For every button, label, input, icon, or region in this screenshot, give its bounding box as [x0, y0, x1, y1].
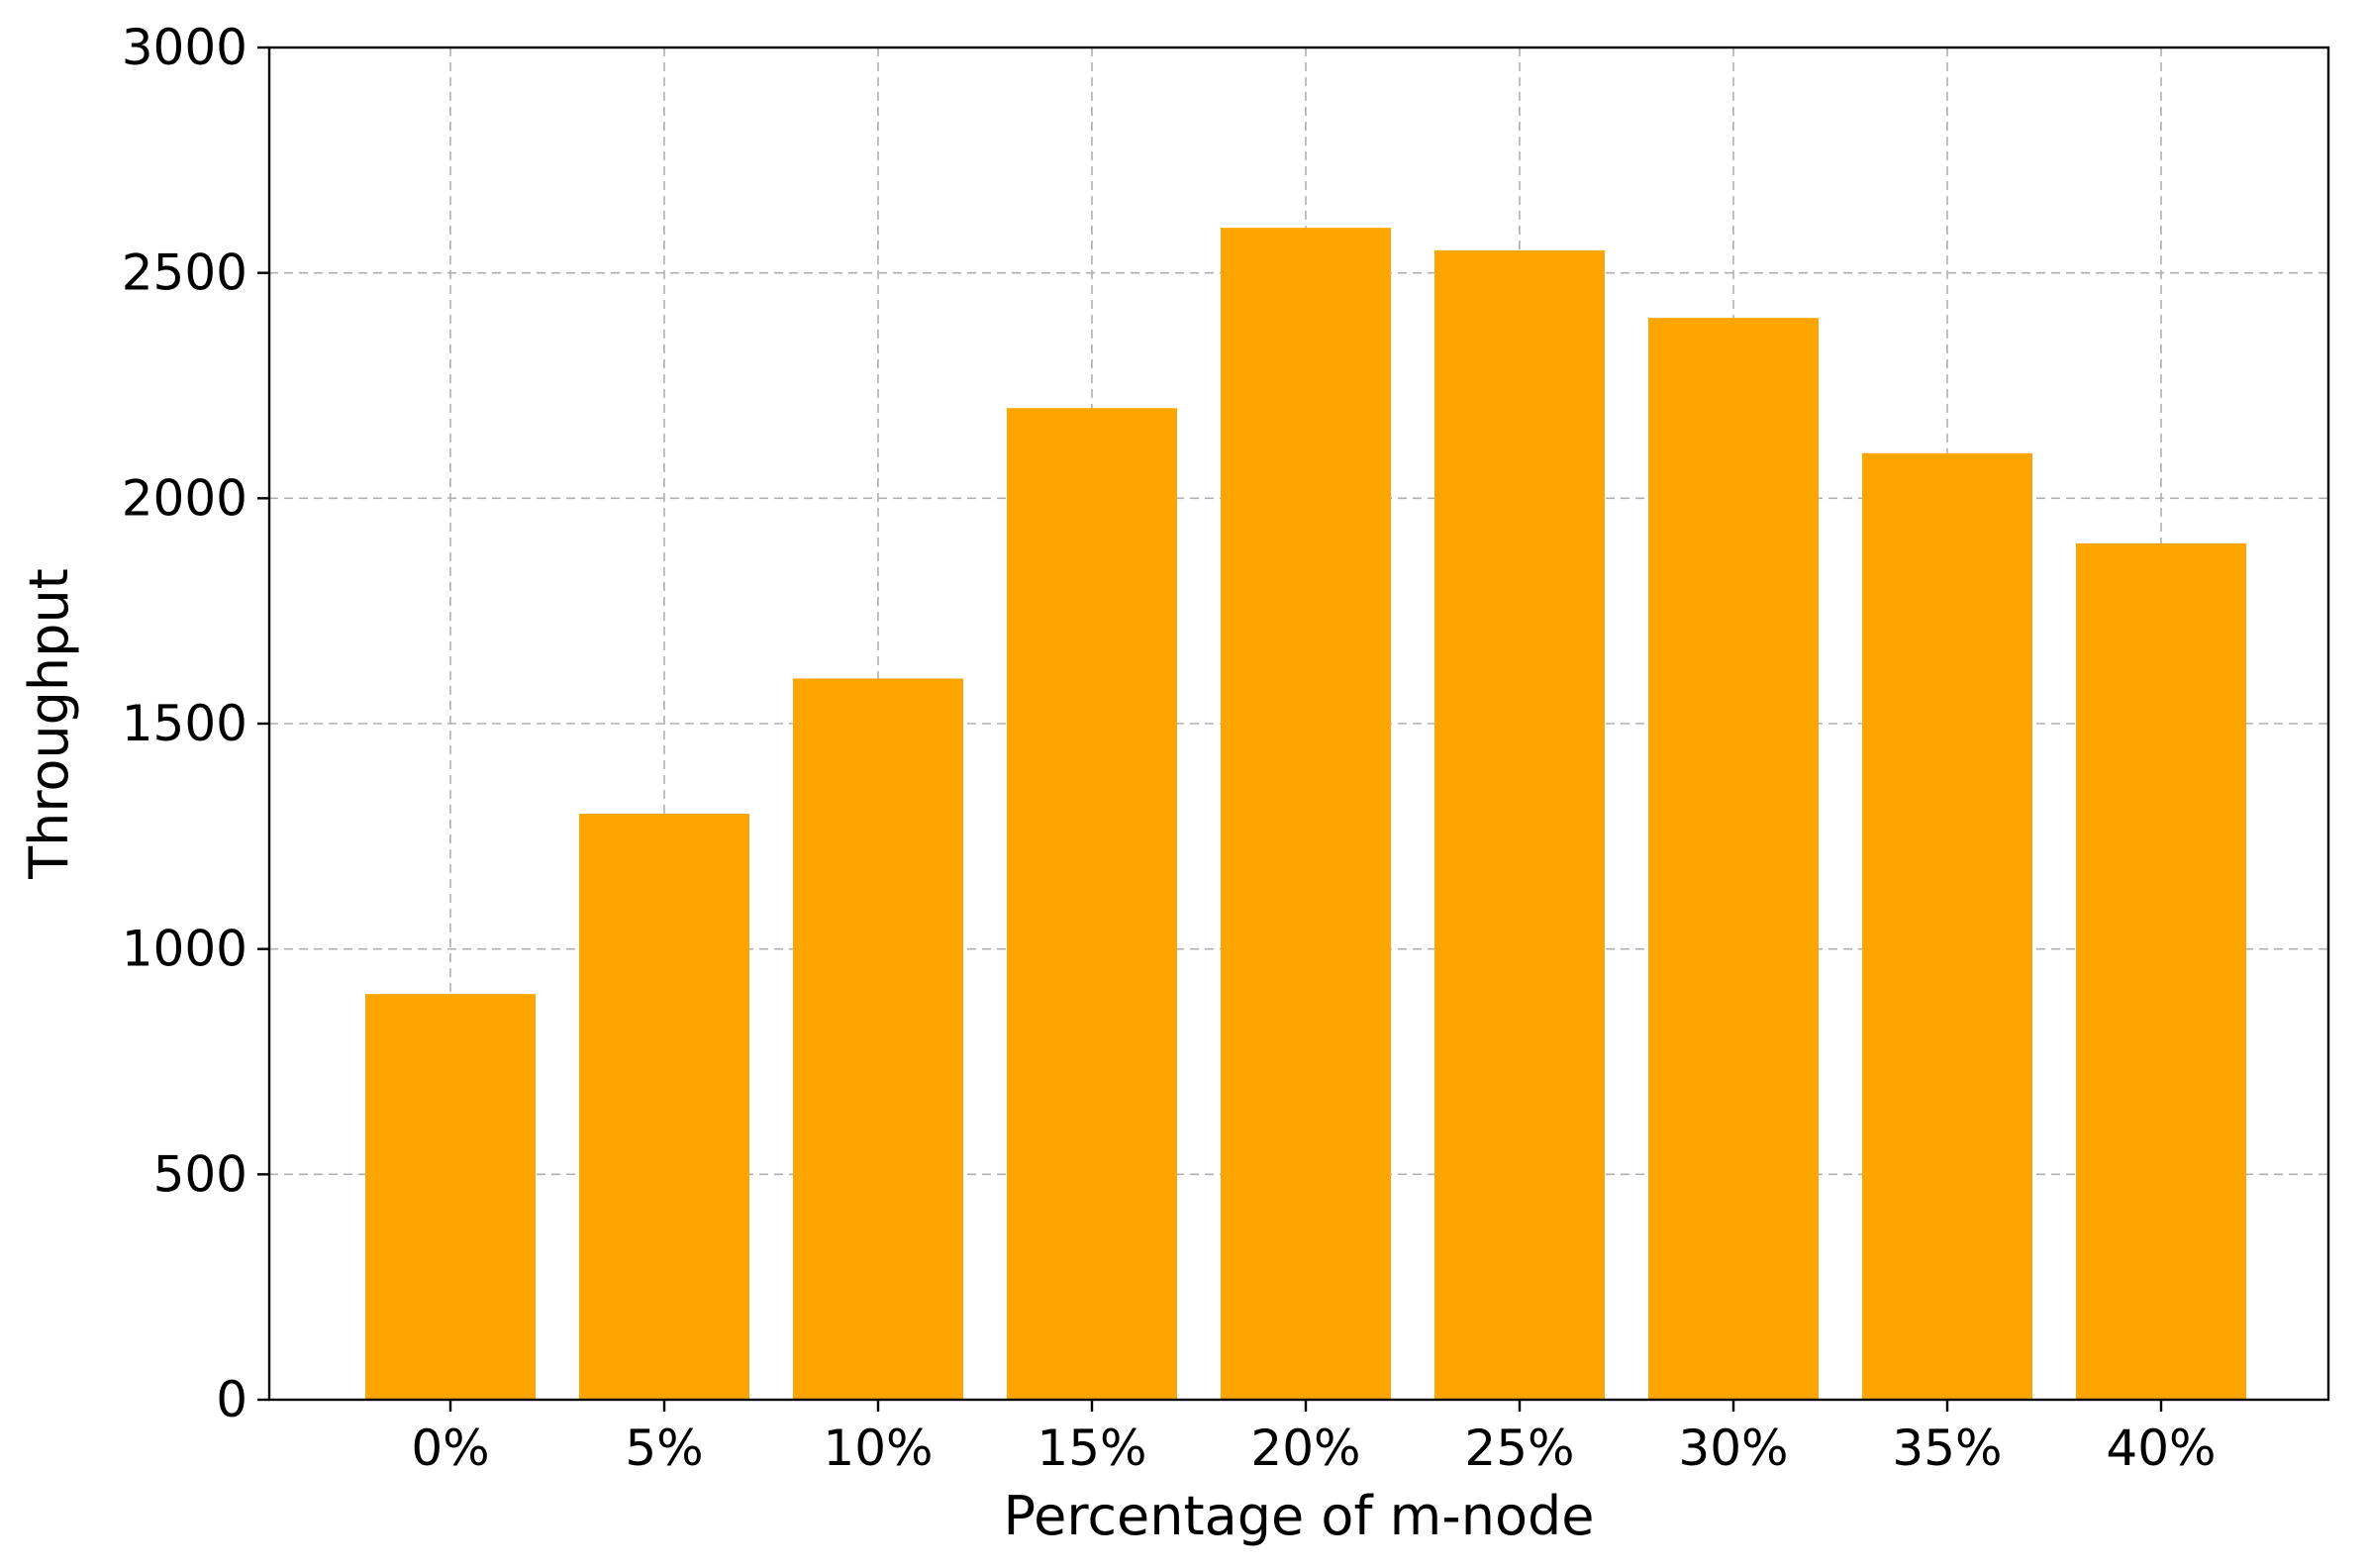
- bar-10pct: [793, 678, 963, 1400]
- ticks: 0 500 1000 1500 2000 2500 3000 0% 5% 10% 15% 20% 25%…: [122, 19, 2217, 1477]
- y-axis-label: Throughput: [18, 568, 80, 880]
- bar-5pct: [579, 814, 749, 1400]
- x-tick-label: 15%: [1036, 1420, 1146, 1477]
- x-tick-label: 40%: [2106, 1420, 2216, 1477]
- y-tick-label: 3000: [122, 19, 247, 76]
- x-tick-label: 35%: [1892, 1420, 2002, 1477]
- x-tick-label: 30%: [1678, 1420, 1788, 1477]
- bar-20pct: [1221, 228, 1391, 1401]
- bar-15pct: [1007, 408, 1177, 1400]
- y-tick-label: 0: [216, 1371, 247, 1428]
- y-tick-label: 2000: [122, 469, 247, 527]
- bars: [365, 228, 2246, 1401]
- bar-30pct: [1648, 318, 1819, 1401]
- x-axis-label: Percentage of m-node: [1003, 1485, 1594, 1547]
- y-tick-label: 1000: [122, 921, 247, 978]
- bar-25pct: [1434, 249, 1605, 1400]
- bar-40pct: [2076, 542, 2246, 1400]
- bar-0pct: [365, 994, 536, 1400]
- bar-35pct: [1862, 452, 2032, 1400]
- x-tick-label: 0%: [411, 1420, 489, 1477]
- y-tick-label: 1500: [122, 695, 247, 752]
- y-tick-label: 500: [153, 1145, 247, 1203]
- x-tick-label: 5%: [625, 1420, 703, 1477]
- y-tick-label: 2500: [122, 245, 247, 302]
- x-tick-label: 10%: [823, 1420, 933, 1477]
- x-tick-label: 25%: [1464, 1420, 1574, 1477]
- x-tick-label: 20%: [1250, 1420, 1360, 1477]
